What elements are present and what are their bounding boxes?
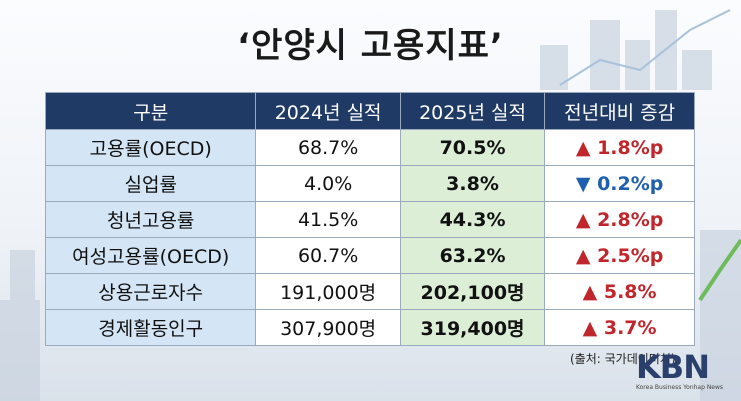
table: 구분 2024년 실적 2025년 실적 전년대비 증감 고용률(OECD) 68… xyxy=(44,92,695,346)
logo: KBN xyxy=(636,348,710,386)
table-cell: ▼ 0.2%p xyxy=(544,165,695,202)
table-cell: 70.5% xyxy=(399,129,546,166)
row-label: 고용률(OECD) xyxy=(44,129,257,166)
header-cell: 구분 xyxy=(44,92,257,130)
table-cell: 307,900명 xyxy=(255,309,401,346)
table-cell: ▲ 1.8%p xyxy=(544,129,695,166)
table-cell: 4.0% xyxy=(255,165,401,202)
table-cell: 319,400명 xyxy=(399,309,546,346)
table-cell: 3.8% xyxy=(399,165,546,202)
table-cell: ▲ 5.8% xyxy=(544,273,695,310)
table-cell: 68.7% xyxy=(255,129,401,166)
table-row: 청년고용률 41.5% 44.3% ▲ 2.8%p xyxy=(44,201,695,238)
row-label: 청년고용률 xyxy=(44,201,257,238)
table-row: 경제활동인구 307,900명 319,400명 ▲ 3.7% xyxy=(44,309,695,346)
table-cell: 191,000명 xyxy=(255,273,401,310)
table-cell: ▲ 2.5%p xyxy=(544,237,695,274)
table-cell: 44.3% xyxy=(399,201,546,238)
header-cell: 전년대비 증감 xyxy=(544,92,695,130)
row-label: 여성고용률(OECD) xyxy=(44,237,257,274)
table-row: 상용근로자수 191,000명 202,100명 ▲ 5.8% xyxy=(44,273,695,310)
header-cell: 2025년 실적 xyxy=(399,92,546,130)
table-row: 실업률 4.0% 3.8% ▼ 0.2%p xyxy=(44,165,695,202)
table-cell: 60.7% xyxy=(255,237,401,274)
table-cell: ▲ 2.8%p xyxy=(544,201,695,238)
logo-subtitle: Korea Business Yonhap News xyxy=(636,384,724,391)
table-row: 여성고용률(OECD) 60.7% 63.2% ▲ 2.5%p xyxy=(44,237,695,274)
row-label: 실업률 xyxy=(44,165,257,202)
table-cell: 63.2% xyxy=(399,237,546,274)
header-cell: 2024년 실적 xyxy=(255,92,401,130)
row-label: 경제활동인구 xyxy=(44,309,257,346)
source: (출처: 국가데이터처) xyxy=(570,352,676,366)
title: ‘안양시 고용지표’ xyxy=(237,26,504,66)
table-cell: 41.5% xyxy=(255,201,401,238)
table-body: 고용률(OECD) 68.7% 70.5% ▲ 1.8%p 실업률 4.0% 3.8% ▼ 0… xyxy=(44,129,695,346)
table-row: 고용률(OECD) 68.7% 70.5% ▲ 1.8%p xyxy=(44,129,695,166)
row-label: 상용근로자수 xyxy=(44,273,257,310)
table-cell: 202,100명 xyxy=(399,273,546,310)
table-cell: ▲ 3.7% xyxy=(544,309,695,346)
